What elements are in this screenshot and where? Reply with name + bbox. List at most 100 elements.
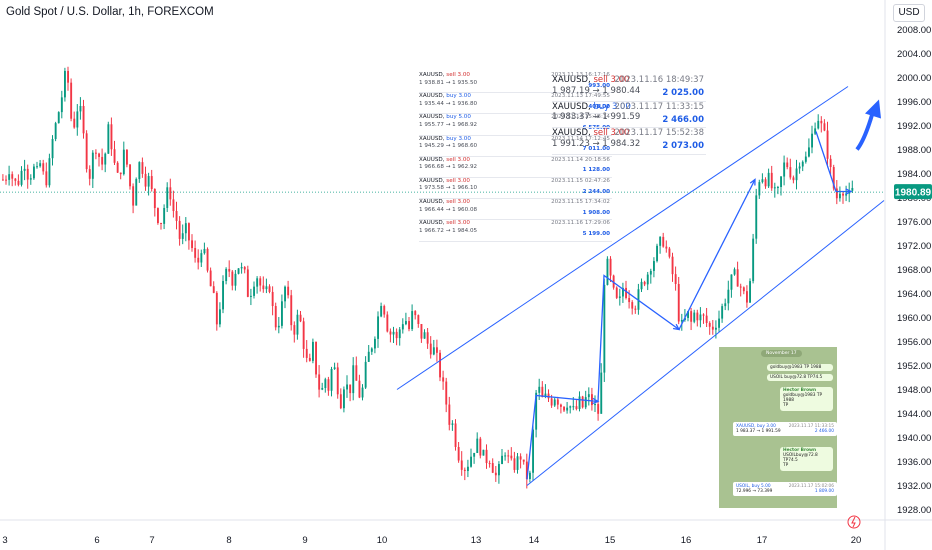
candle-body xyxy=(519,456,522,460)
candle-body xyxy=(584,397,587,408)
trade-prices: 1 991.23 → 1 984.32 xyxy=(552,138,641,149)
candle-body xyxy=(826,130,829,159)
trade-row: XAUUSD, buy 3.00 2023.11.17 11:33:15 1 983… xyxy=(552,102,706,129)
candle-body xyxy=(808,147,810,157)
candle-body xyxy=(439,352,441,378)
candle-body xyxy=(355,365,358,381)
candle-body xyxy=(516,456,519,470)
candle-body xyxy=(811,133,813,148)
candle-body xyxy=(550,398,553,406)
candle-body xyxy=(95,152,97,154)
trade-side: sell 3.00 xyxy=(446,72,470,78)
candle-body xyxy=(498,464,500,476)
current-price-tag xyxy=(894,184,932,200)
trade-pnl: 993.00 xyxy=(588,82,610,89)
candle-body xyxy=(11,174,14,179)
trade-date: 2023.11.16 18:49:37 xyxy=(614,75,704,85)
candle-body xyxy=(640,281,643,290)
big-arrow-head xyxy=(865,99,881,119)
candle-body xyxy=(312,341,314,361)
candle-body xyxy=(445,381,448,405)
candle-body xyxy=(581,396,584,408)
time-tick-label: 20 xyxy=(851,535,862,546)
candle-body xyxy=(547,393,550,399)
candle-body xyxy=(662,236,665,247)
trade-date: 2023.11.14 20:18:56 xyxy=(551,156,610,163)
candle-body xyxy=(45,171,48,186)
candle-body xyxy=(839,193,841,199)
candle-body xyxy=(603,284,606,373)
candle-body xyxy=(789,167,792,178)
candle-body xyxy=(473,452,476,457)
candle-body xyxy=(116,162,119,173)
trade-row: XAUUSD, sell 3.00 2023.11.13 16:17:16 1 93… xyxy=(419,72,612,94)
price-tick-label: 2004.00 xyxy=(897,49,931,60)
trade-side: sell 3.00 xyxy=(446,177,470,184)
candle-body xyxy=(184,223,187,234)
candle-body xyxy=(380,306,383,317)
candle-body xyxy=(414,311,417,316)
candle-body xyxy=(395,331,398,339)
candle-body xyxy=(618,296,621,298)
candle-body xyxy=(749,281,751,303)
candle-body xyxy=(680,320,683,322)
candle-body xyxy=(203,248,206,254)
candle-body xyxy=(792,177,795,181)
candle-body xyxy=(522,459,525,462)
candle-body xyxy=(767,172,770,187)
candle-body xyxy=(296,314,299,335)
telegram-card-pnl: 2 466.00 xyxy=(814,429,834,434)
candle-body xyxy=(172,199,175,212)
trade-pnl: 2 025.00 xyxy=(662,88,704,98)
trade-prices: 1 966.68 → 1 962.92 xyxy=(419,164,478,171)
candle-body xyxy=(119,172,122,175)
candle-body xyxy=(343,389,345,409)
trade-row: XAUUSD, sell 3.00 2023.11.16 18:49:37 1 98… xyxy=(552,75,706,102)
telegram-card-prices: 1 983.37 → 1 991.59 xyxy=(736,429,781,434)
projection-arrowhead xyxy=(749,178,756,186)
candle-body xyxy=(742,287,745,292)
candle-body xyxy=(609,258,612,276)
candle-body xyxy=(157,208,159,224)
candle-body xyxy=(318,374,321,390)
trade-row: XAUUSD, sell 3.00 2023.11.16 17:29:06 1 96… xyxy=(419,220,612,242)
candle-body xyxy=(761,179,764,183)
candle-body xyxy=(467,466,469,471)
candle-body xyxy=(429,343,432,355)
candle-body xyxy=(383,306,386,315)
candle-body xyxy=(253,286,255,296)
candle-body xyxy=(718,318,720,328)
candle-body xyxy=(138,162,141,180)
telegram-reply-tp: TP xyxy=(783,403,789,408)
candle-body xyxy=(188,223,190,241)
trade-prices: 1 987.19 → 1 980.44 xyxy=(552,85,641,96)
trade-pnl: 408.00 xyxy=(588,103,610,110)
projection-path xyxy=(597,274,680,402)
candle-body xyxy=(463,469,466,471)
trade-side: sell 3.00 xyxy=(446,199,470,206)
candle-body xyxy=(690,311,693,322)
telegram-reply-author: Hector Brown xyxy=(783,388,817,393)
candle-body xyxy=(29,178,32,180)
candle-body xyxy=(708,322,711,327)
candle-body xyxy=(578,396,581,409)
candle-body xyxy=(634,308,637,310)
candle-body xyxy=(178,220,181,239)
candle-body xyxy=(367,351,370,362)
candle-body xyxy=(262,285,265,290)
candle-body xyxy=(780,176,782,188)
candle-body xyxy=(829,158,832,168)
candle-body xyxy=(60,97,63,113)
current-price-label: 1980.89 xyxy=(895,188,932,199)
candle-body xyxy=(14,178,17,181)
candle-body xyxy=(308,357,311,361)
candle-body xyxy=(194,248,197,258)
candle-body xyxy=(274,306,277,328)
trade-date: 2023.11.15 02:47:26 xyxy=(551,177,610,184)
candle-body xyxy=(70,82,73,119)
currency-button[interactable]: USD xyxy=(893,4,925,22)
trade-prices: 1 935.44 → 1 936.80 xyxy=(419,100,478,107)
candle-body xyxy=(501,455,503,465)
candle-body xyxy=(699,314,702,321)
candle-body xyxy=(215,292,218,325)
